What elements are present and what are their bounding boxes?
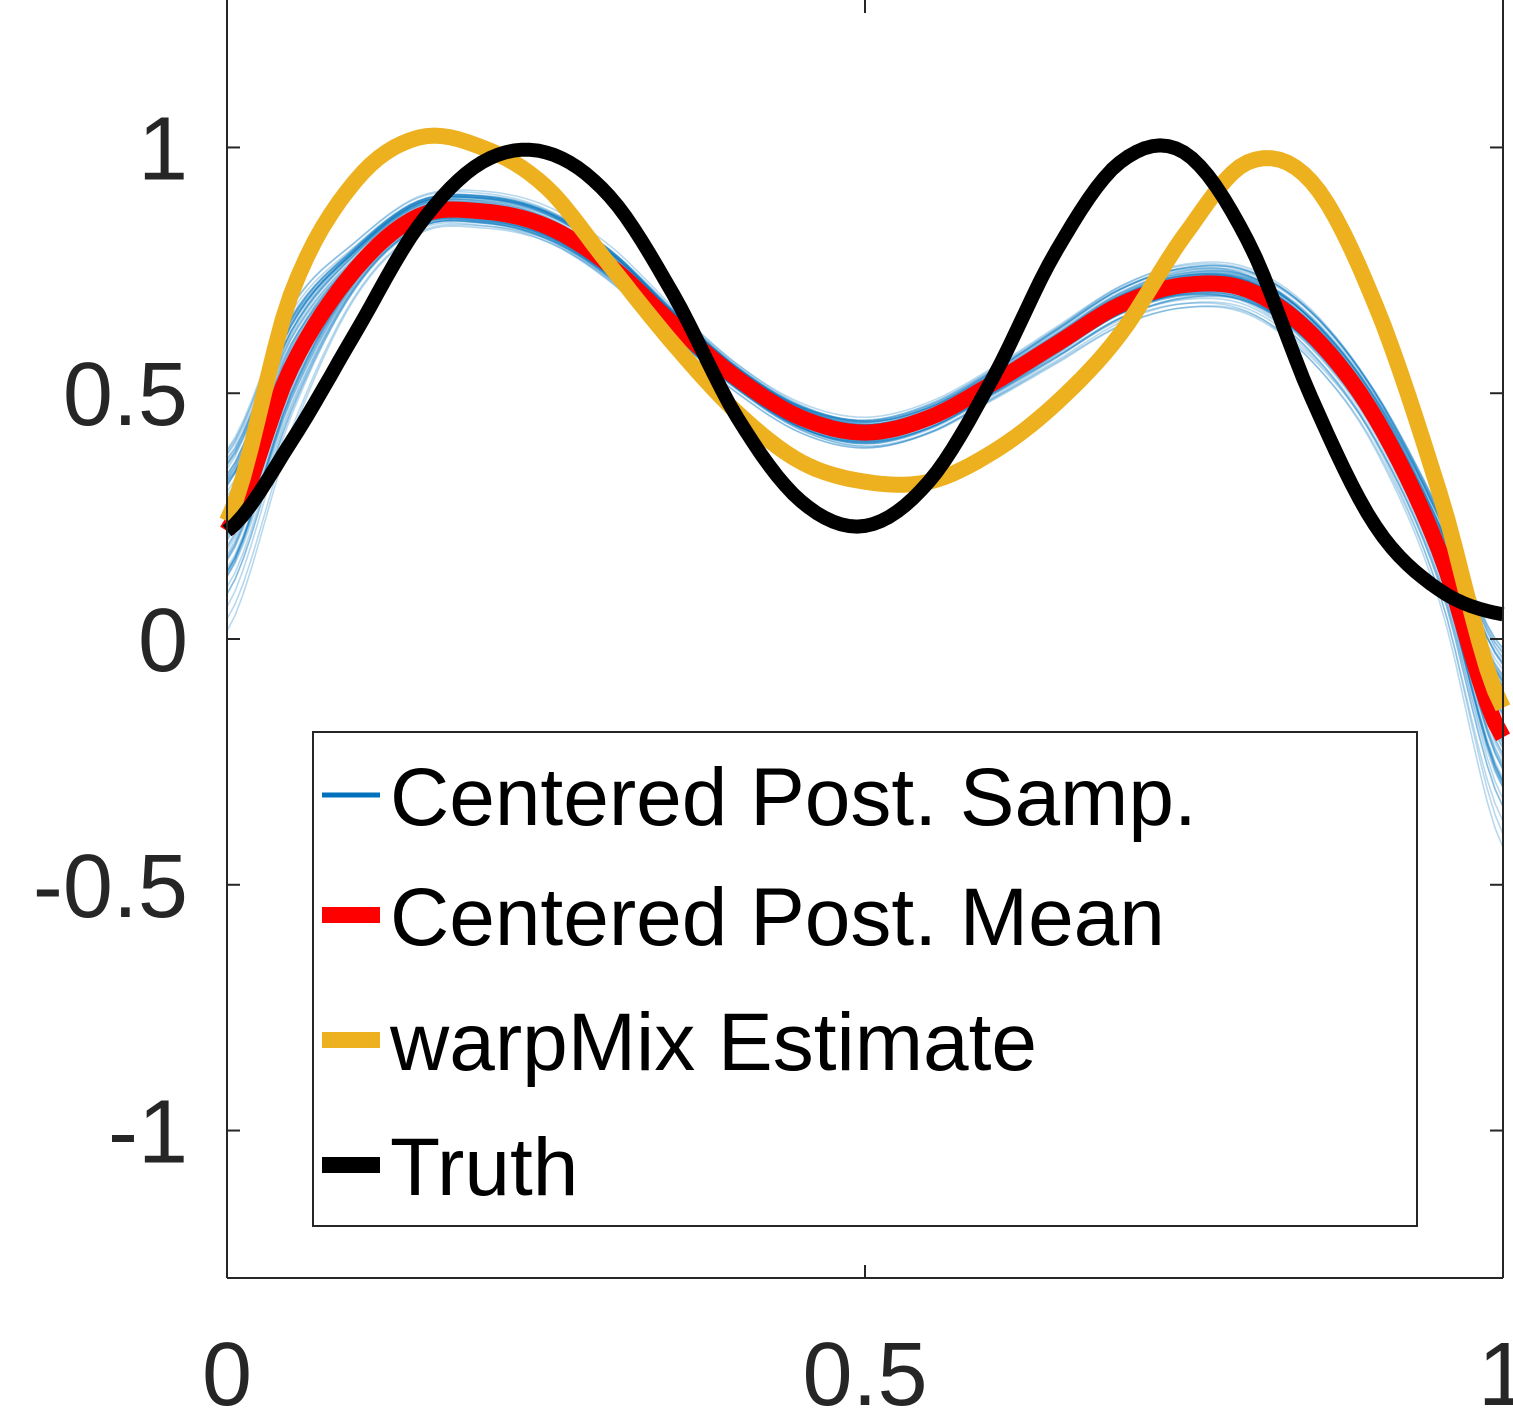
legend-label: Truth [390,1122,578,1213]
x-tick-label: 1 [1478,1325,1513,1416]
y-tick-label: 0 [138,591,188,691]
truth-line [222,138,1505,622]
warpmix-estimate-line [219,127,1511,712]
x-tick-label: 0.5 [802,1325,927,1416]
x-tick-label: 0 [202,1325,252,1416]
legend: Centered Post. Samp. Centered Post. Mean w… [312,731,1418,1227]
y-tick-label: 1 [138,99,188,199]
y-tick-label: -1 [108,1083,188,1183]
ticks: 0 0.5 1 1 0.5 0 -0.5 -1 [33,0,1513,1416]
legend-label: Centered Post. Mean [390,872,1165,963]
legend-label: warpMix Estimate [389,997,1037,1088]
y-tick-label: -0.5 [33,837,188,937]
legend-box [312,731,1418,1227]
y-tick-label: 0.5 [63,345,188,445]
legend-label: Centered Post. Samp. [390,752,1197,843]
series-lines [219,127,1511,742]
